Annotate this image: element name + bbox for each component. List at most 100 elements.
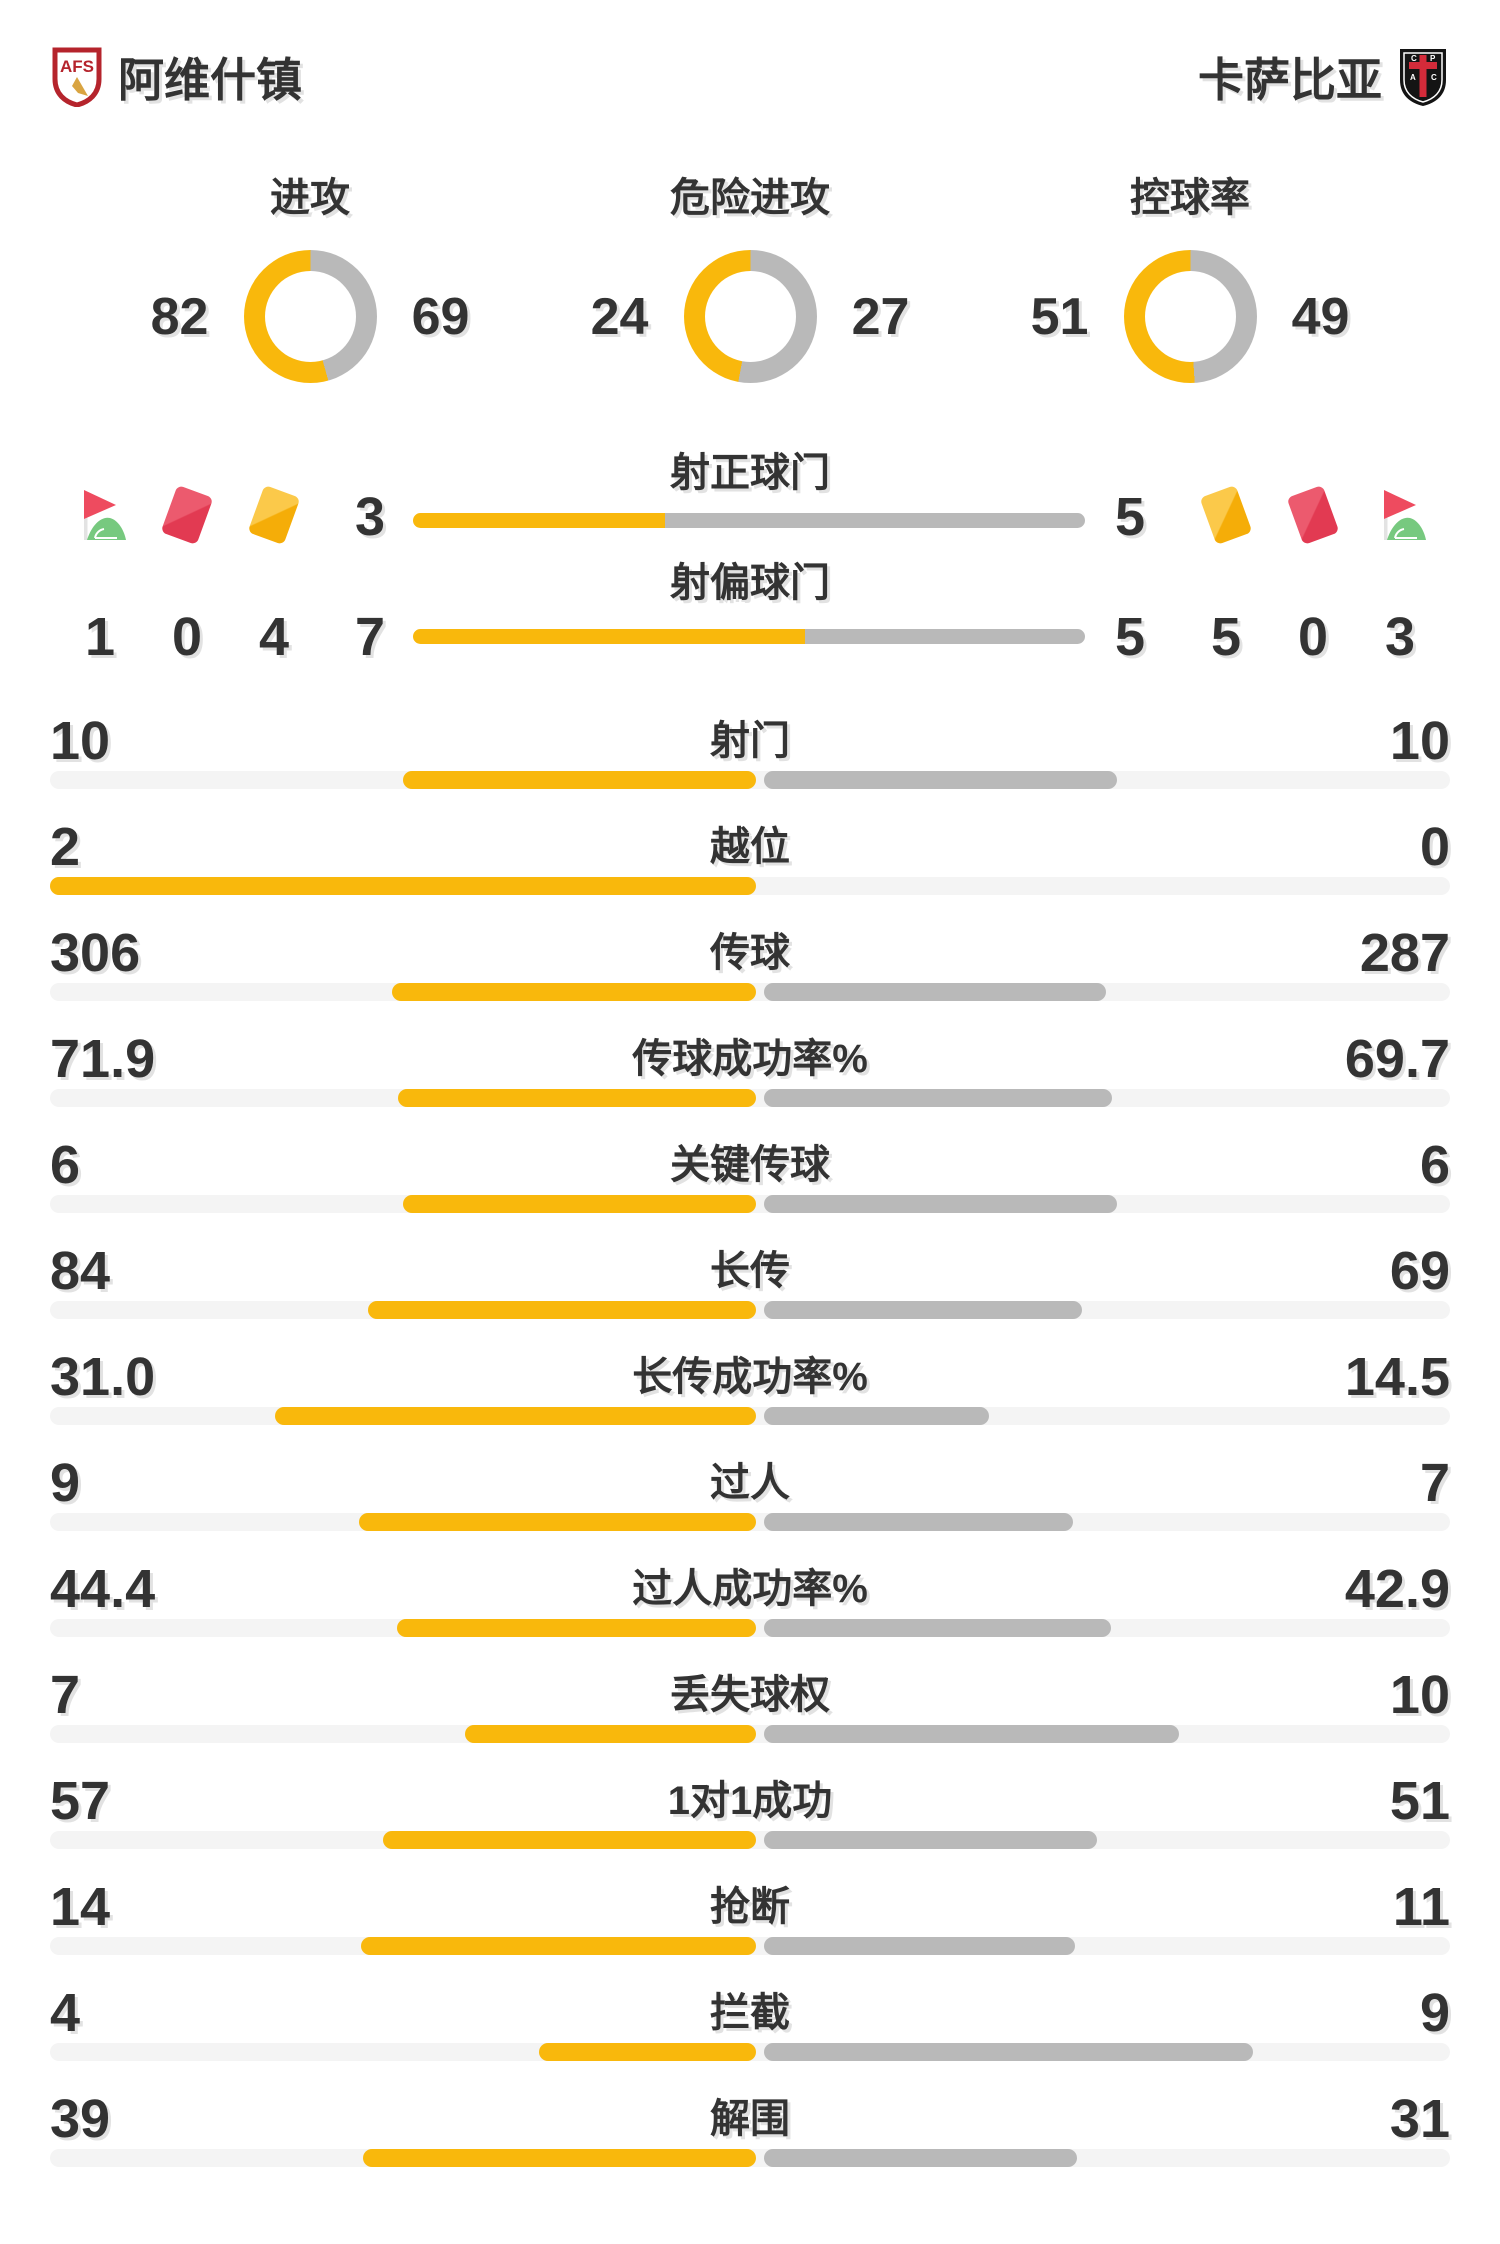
svg-text:C: C <box>1431 73 1437 82</box>
stat-row: 14 抢断 11 <box>50 1879 1450 1959</box>
stat-away-value: 69 <box>1389 1241 1450 1301</box>
donut-home-value: 51 <box>1030 287 1089 346</box>
away-team: 卡萨比亚 C P A C <box>1198 44 1448 110</box>
stat-bar-track <box>50 877 1450 895</box>
donut-chart <box>243 250 377 383</box>
away-team-name: 卡萨比亚 <box>1198 54 1382 106</box>
home-team-name: 阿维什镇 <box>118 54 302 106</box>
svg-text:A: A <box>1410 73 1416 82</box>
stat-home-value: 31.0 <box>50 1347 156 1407</box>
match-header: AFS 阿维什镇 卡萨比亚 C P A C <box>52 44 1448 110</box>
svg-text:P: P <box>1430 54 1436 63</box>
donut-home-value: 82 <box>150 287 209 346</box>
stat-away-value: 10 <box>1389 711 1450 771</box>
home-team-logo-icon: AFS <box>52 47 102 107</box>
stat-label: 越位 <box>710 825 790 869</box>
stat-row: 306 传球 287 <box>50 925 1450 1005</box>
stat-label: 过人成功率% <box>632 1567 868 1611</box>
stat-bar-track <box>50 1513 1450 1531</box>
away-red-cards-count: 0 <box>1297 607 1329 667</box>
stat-bar-track <box>50 1407 1450 1425</box>
away-corner-flag-icon <box>1372 486 1428 549</box>
svg-text:C: C <box>1411 54 1417 63</box>
stat-away-bar <box>764 771 1117 789</box>
stat-home-bar <box>398 1089 756 1107</box>
stat-home-value: 84 <box>50 1241 111 1301</box>
stat-away-bar <box>764 1619 1111 1637</box>
stat-away-bar <box>764 1831 1097 1849</box>
stat-bar-track <box>50 1725 1450 1743</box>
donut-group: 危险进攻 24 27 <box>530 176 970 383</box>
stat-label: 过人 <box>710 1461 790 1505</box>
stat-row: 7 丢失球权 10 <box>50 1667 1450 1747</box>
stat-row: 71.9 传球成功率% 69.7 <box>50 1031 1450 1111</box>
stat-away-bar <box>764 2043 1253 2061</box>
stat-bar-track <box>50 983 1450 1001</box>
stat-bar-track <box>50 1937 1450 1955</box>
stat-row: 39 解围 31 <box>50 2091 1450 2171</box>
home-team: AFS 阿维什镇 <box>52 44 302 110</box>
shots-off-target-label: 射偏球门 <box>670 561 830 605</box>
stat-away-value: 31 <box>1389 2089 1450 2149</box>
stat-label: 1对1成功 <box>667 1779 833 1823</box>
stat-home-value: 2 <box>50 817 81 877</box>
stat-label: 拦截 <box>710 1991 790 2035</box>
stat-home-value: 9 <box>50 1453 81 1513</box>
shots-off-target-home-value: 7 <box>354 607 386 667</box>
stat-away-bar <box>764 1301 1082 1319</box>
stat-label: 关键传球 <box>670 1143 830 1187</box>
stat-away-value: 51 <box>1389 1771 1450 1831</box>
stat-away-value: 287 <box>1359 923 1450 983</box>
donut-away-value: 49 <box>1291 287 1350 346</box>
stat-home-value: 6 <box>50 1135 81 1195</box>
stat-row: 9 过人 7 <box>50 1455 1450 1535</box>
stat-home-bar <box>368 1301 756 1319</box>
stat-away-bar <box>764 1407 989 1425</box>
stat-away-bar <box>764 1513 1073 1531</box>
stat-label: 传球 <box>710 931 790 975</box>
stat-away-bar <box>764 1725 1179 1743</box>
stat-label: 丢失球权 <box>670 1673 830 1717</box>
stat-row: 6 关键传球 6 <box>50 1137 1450 1217</box>
stat-home-value: 10 <box>50 711 111 771</box>
stat-away-value: 11 <box>1392 1877 1450 1937</box>
stat-bar-track <box>50 1195 1450 1213</box>
stat-home-value: 4 <box>50 1983 81 2043</box>
stat-bar-track <box>50 2043 1450 2061</box>
stat-row: 44.4 过人成功率% 42.9 <box>50 1561 1450 1641</box>
stat-away-value: 0 <box>1419 817 1450 877</box>
stat-home-bar <box>397 1619 756 1637</box>
stat-label: 长传成功率% <box>632 1355 868 1399</box>
stat-home-value: 14 <box>50 1877 111 1937</box>
stat-home-bar <box>363 2149 756 2167</box>
stat-away-bar <box>764 1195 1117 1213</box>
stat-away-bar <box>764 983 1106 1001</box>
shots-on-target-away-value: 5 <box>1114 487 1146 547</box>
stat-home-bar <box>359 1513 756 1531</box>
stat-row: 57 1对1成功 51 <box>50 1773 1450 1853</box>
stat-row: 10 射门 10 <box>50 713 1450 793</box>
stat-row: 31.0 长传成功率% 14.5 <box>50 1349 1450 1429</box>
stat-home-bar <box>383 1831 756 1849</box>
stat-home-bar <box>539 2043 756 2061</box>
home-corners-count: 1 <box>84 607 116 667</box>
donut-chart <box>683 250 817 383</box>
away-yellow-cards-count: 5 <box>1210 607 1242 667</box>
stat-home-value: 71.9 <box>50 1029 156 1089</box>
stat-home-bar <box>403 771 756 789</box>
stat-home-bar <box>361 1937 756 1955</box>
stat-bar-track <box>50 1089 1450 1107</box>
away-team-logo-icon: C P A C <box>1400 49 1446 106</box>
stat-home-value: 44.4 <box>50 1559 156 1619</box>
stat-away-bar <box>764 1937 1075 1955</box>
svg-text:AFS: AFS <box>60 57 94 76</box>
stat-row: 84 长传 69 <box>50 1243 1450 1323</box>
stat-home-value: 7 <box>50 1665 81 1725</box>
home-yellow-cards-count: 4 <box>258 607 290 667</box>
donut-group: 进攻 82 69 <box>90 176 530 383</box>
shots-on-target-label: 射正球门 <box>670 451 830 495</box>
donut-label: 危险进攻 <box>670 176 830 220</box>
stat-home-bar <box>392 983 756 1001</box>
stat-away-value: 14.5 <box>1344 1347 1450 1407</box>
